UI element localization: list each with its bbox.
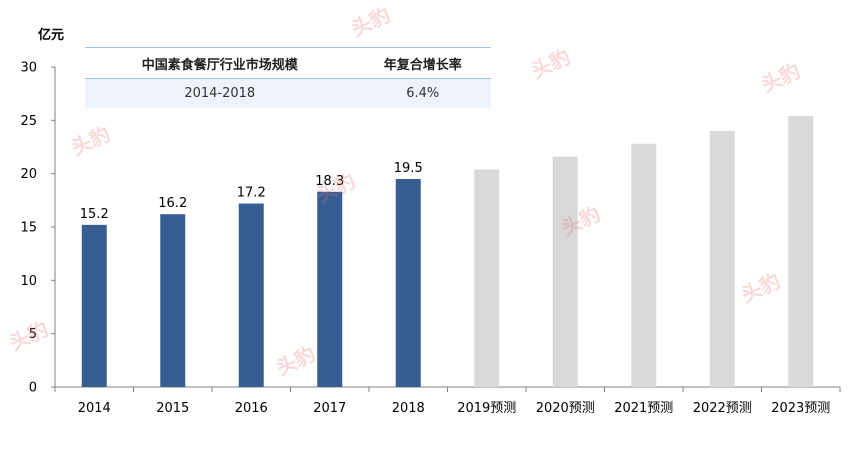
table-cell-period: 2014-2018 [85, 78, 355, 108]
actual-bar [238, 203, 264, 387]
data-label: 18.3 [315, 174, 344, 189]
x-tick-label: 2023预测 [771, 401, 830, 416]
forecast-bar [631, 143, 657, 387]
y-tick-label: 30 [20, 61, 37, 76]
actual-bar [395, 179, 421, 387]
y-tick-label: 0 [29, 381, 37, 396]
forecast-bar [788, 116, 814, 388]
table-header-cagr: 年复合增长率 [354, 47, 491, 79]
x-tick-label: 2022预测 [693, 401, 752, 416]
x-tick-label: 2016 [235, 401, 268, 416]
data-label: 16.2 [158, 196, 187, 211]
data-label: 17.2 [237, 186, 266, 201]
x-tick-label: 2021预测 [614, 401, 673, 416]
cagr-table: 中国素食餐厅行业市场规模 年复合增长率 2014-2018 6.4% [85, 47, 491, 108]
y-tick-label: 5 [29, 327, 37, 342]
x-tick-label: 2017 [313, 401, 346, 416]
forecast-bar [552, 156, 578, 387]
x-tick-label: 2014 [78, 401, 111, 416]
data-label: 15.2 [80, 207, 109, 222]
table-header-market: 中国素食餐厅行业市场规模 [85, 47, 355, 79]
y-tick-label: 15 [20, 221, 37, 236]
y-tick-label: 25 [20, 114, 37, 129]
actual-bar [317, 191, 343, 387]
actual-bar [160, 214, 186, 387]
y-tick-label: 20 [20, 167, 37, 182]
forecast-bar [709, 131, 735, 387]
actual-bar [81, 224, 107, 387]
data-label: 19.5 [394, 161, 423, 176]
forecast-bar [474, 169, 500, 387]
x-tick-label: 2020预测 [536, 401, 595, 416]
x-tick-label: 2018 [392, 401, 425, 416]
y-tick-label: 10 [20, 274, 37, 289]
x-tick-label: 2019预测 [457, 401, 516, 416]
table-cell-cagr: 6.4% [354, 78, 491, 108]
x-tick-label: 2015 [156, 401, 189, 416]
y-axis-unit: 亿元 [38, 28, 65, 43]
